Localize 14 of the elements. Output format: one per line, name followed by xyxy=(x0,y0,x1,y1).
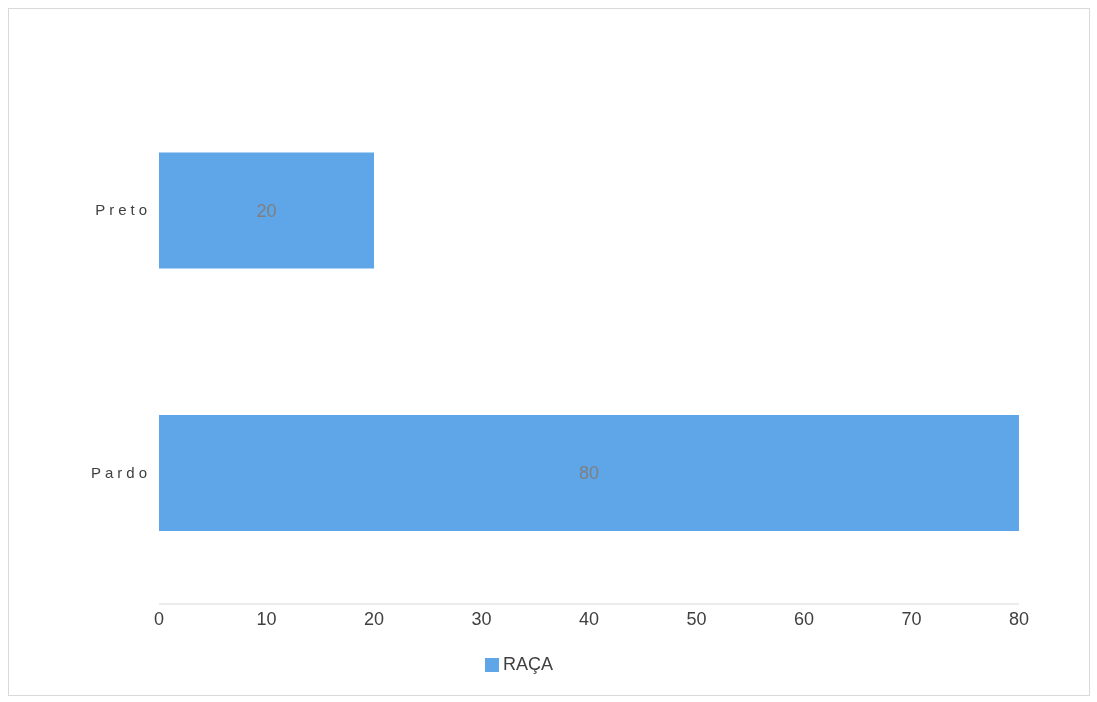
legend-label: RAÇA xyxy=(502,654,553,674)
x-tick-label: 20 xyxy=(363,608,385,629)
data-label: 80 xyxy=(578,463,600,484)
y-tick-label: Pardo xyxy=(90,463,151,481)
x-tick-label: 60 xyxy=(793,608,815,629)
x-tick-label: 70 xyxy=(901,608,922,629)
data-label: 20 xyxy=(256,200,277,221)
x-tick-label: 30 xyxy=(471,608,492,629)
x-tick-label: 50 xyxy=(686,608,707,629)
x-tick-label: 80 xyxy=(1008,608,1030,629)
x-tick-label: 0 xyxy=(153,608,165,629)
x-tick-label: 40 xyxy=(578,608,600,629)
y-tick-label: Preto xyxy=(95,201,151,219)
x-tick-label: 10 xyxy=(256,608,277,629)
